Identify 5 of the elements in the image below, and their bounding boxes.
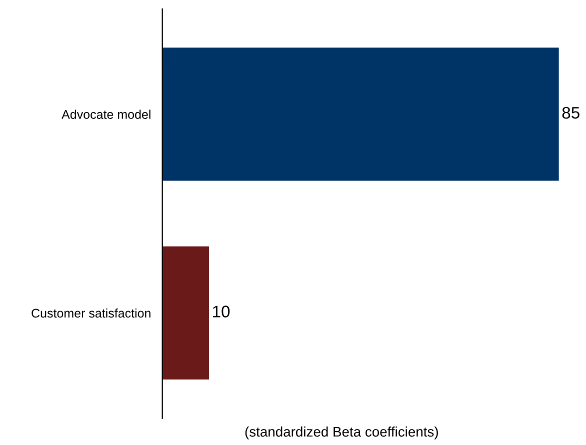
y-tick-label: Customer satisfaction	[32, 308, 150, 318]
data-label: 10	[213, 306, 230, 318]
data-label: 85	[562, 106, 580, 119]
x-axis-title: (standardized Beta coefficients)	[245, 426, 438, 440]
y-tick-label: Advocate model	[62, 110, 150, 119]
